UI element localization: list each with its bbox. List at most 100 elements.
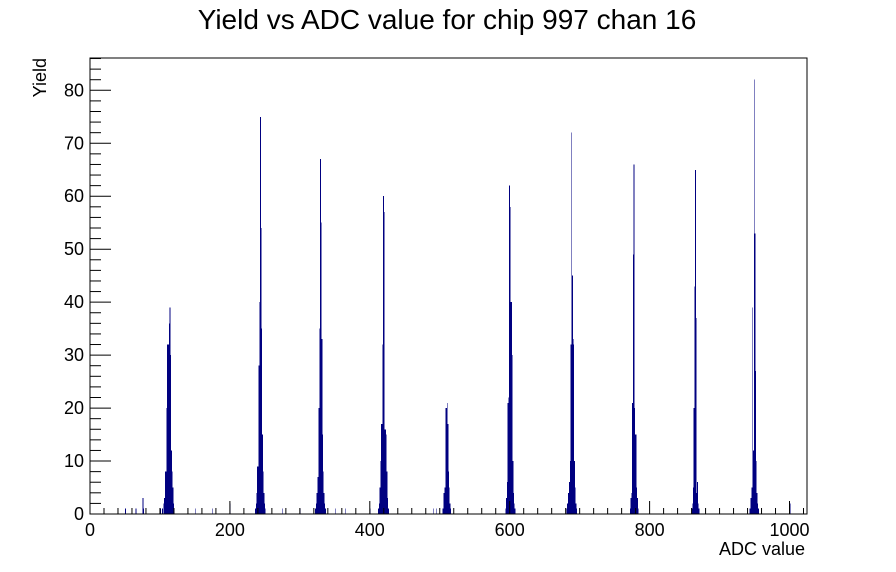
histogram-bar: [162, 508, 163, 514]
histogram-bar: [696, 492, 698, 514]
x-tick-label: 200: [215, 520, 245, 540]
histogram-bar: [692, 503, 694, 514]
histogram-bar: [510, 302, 512, 514]
histogram-bar: [512, 461, 514, 514]
histogram-bar: [507, 402, 509, 514]
histogram-bar: [634, 408, 636, 514]
histogram-bar: [447, 423, 449, 514]
histogram-bar: [259, 116, 261, 514]
x-tick-label: 600: [495, 520, 525, 540]
histogram-bar: [513, 492, 514, 514]
histogram-bar: [636, 487, 638, 514]
plot-frame: [89, 57, 808, 515]
histogram-bar: [264, 503, 265, 514]
histogram-bar: [630, 498, 632, 514]
histogram-bar: [513, 503, 515, 514]
histogram-bar: [569, 482, 570, 514]
histogram-bar: [634, 434, 636, 514]
histogram-bar: [385, 434, 387, 514]
y-tick-label: 0: [74, 504, 84, 524]
histogram-bar: [256, 492, 258, 514]
histogram-bar: [753, 450, 754, 514]
histogram-bar: [754, 233, 756, 515]
histogram-bar: [257, 466, 258, 514]
histogram-bar: [262, 471, 264, 514]
chart-title: Yield vs ADC value for chip 997 chan 16: [198, 4, 697, 35]
histogram-bar: [506, 482, 508, 514]
histogram-bar: [755, 461, 757, 514]
histogram-bar: [169, 323, 170, 514]
histogram-bar: [695, 169, 696, 514]
histogram-bar: [167, 344, 169, 514]
histogram-bar: [749, 508, 751, 514]
histogram-bar: [511, 355, 513, 514]
histogram-bar: [260, 228, 262, 514]
histogram-bar: [315, 503, 317, 514]
histogram-bar: [171, 471, 173, 514]
x-axis-label: ADC value: [719, 539, 805, 559]
histogram-bar: [168, 344, 170, 514]
y-axis: 0 10 20 30 40 50 60 70 80: [64, 58, 111, 524]
histogram-bar: [381, 423, 383, 514]
histogram-bar: [697, 503, 699, 514]
y-tick-label: 80: [64, 80, 84, 100]
histogram-bar: [262, 434, 263, 514]
histogram-bar: [637, 508, 639, 514]
histogram-bar: [752, 307, 754, 514]
histogram-bar: [442, 508, 444, 514]
histogram-bar: [571, 275, 573, 514]
histogram-bar: [383, 196, 384, 515]
x-tick-label: 1000: [769, 520, 809, 540]
histogram-bar: [567, 503, 568, 514]
histogram-bar: [574, 487, 576, 514]
histogram-bar: [258, 365, 260, 514]
histogram-bar: [568, 492, 570, 514]
histogram-bar: [567, 492, 569, 514]
histogram-bar: [322, 471, 324, 514]
histogram-bar: [165, 471, 167, 514]
histogram-bar: [323, 492, 325, 514]
histogram-bar: [316, 492, 318, 514]
histogram-bar: [255, 508, 256, 514]
histogram-bar: [445, 408, 447, 514]
histogram-bar: [322, 434, 324, 514]
histogram-bar: [261, 328, 263, 514]
histogram-bar: [345, 508, 347, 514]
histogram-bar: [321, 339, 323, 514]
histogram-bar: [162, 503, 164, 514]
histogram-bar: [566, 508, 568, 514]
histogram-bar: [264, 508, 266, 514]
histogram-bar: [511, 302, 512, 514]
histogram-bar: [508, 397, 510, 514]
histogram-bar: [317, 476, 319, 514]
histogram-bar: [630, 508, 631, 514]
histogram-bar: [378, 508, 379, 514]
histogram-bar: [450, 508, 452, 514]
histogram-bar: [259, 302, 261, 514]
histogram-bar: [387, 508, 389, 514]
histogram-bar: [164, 498, 165, 514]
histogram-bar: [571, 132, 573, 514]
x-tick-label: 800: [635, 520, 665, 540]
histogram-bar: [255, 503, 257, 514]
histogram-bar: [693, 408, 695, 514]
y-tick-label: 50: [64, 239, 84, 259]
histogram-bar: [319, 328, 321, 514]
histogram-bar: [758, 508, 759, 514]
x-tick-label: 0: [85, 520, 95, 540]
histogram-bar: [443, 492, 445, 514]
histogram-bar: [569, 461, 571, 514]
y-tick-label: 40: [64, 292, 84, 312]
histogram-bar: [143, 508, 144, 514]
histogram-bar: [574, 461, 575, 514]
y-tick-label: 20: [64, 398, 84, 418]
histogram-bar: [446, 408, 447, 514]
y-tick-label: 70: [64, 133, 84, 153]
histogram-bar: [751, 498, 752, 514]
y-tick-label: 30: [64, 345, 84, 365]
histogram-bar: [315, 508, 317, 514]
y-axis-label: Yield: [30, 58, 50, 97]
histogram-bar: [570, 344, 572, 514]
histogram-bar: [386, 471, 388, 514]
histogram-bar: [164, 471, 166, 514]
